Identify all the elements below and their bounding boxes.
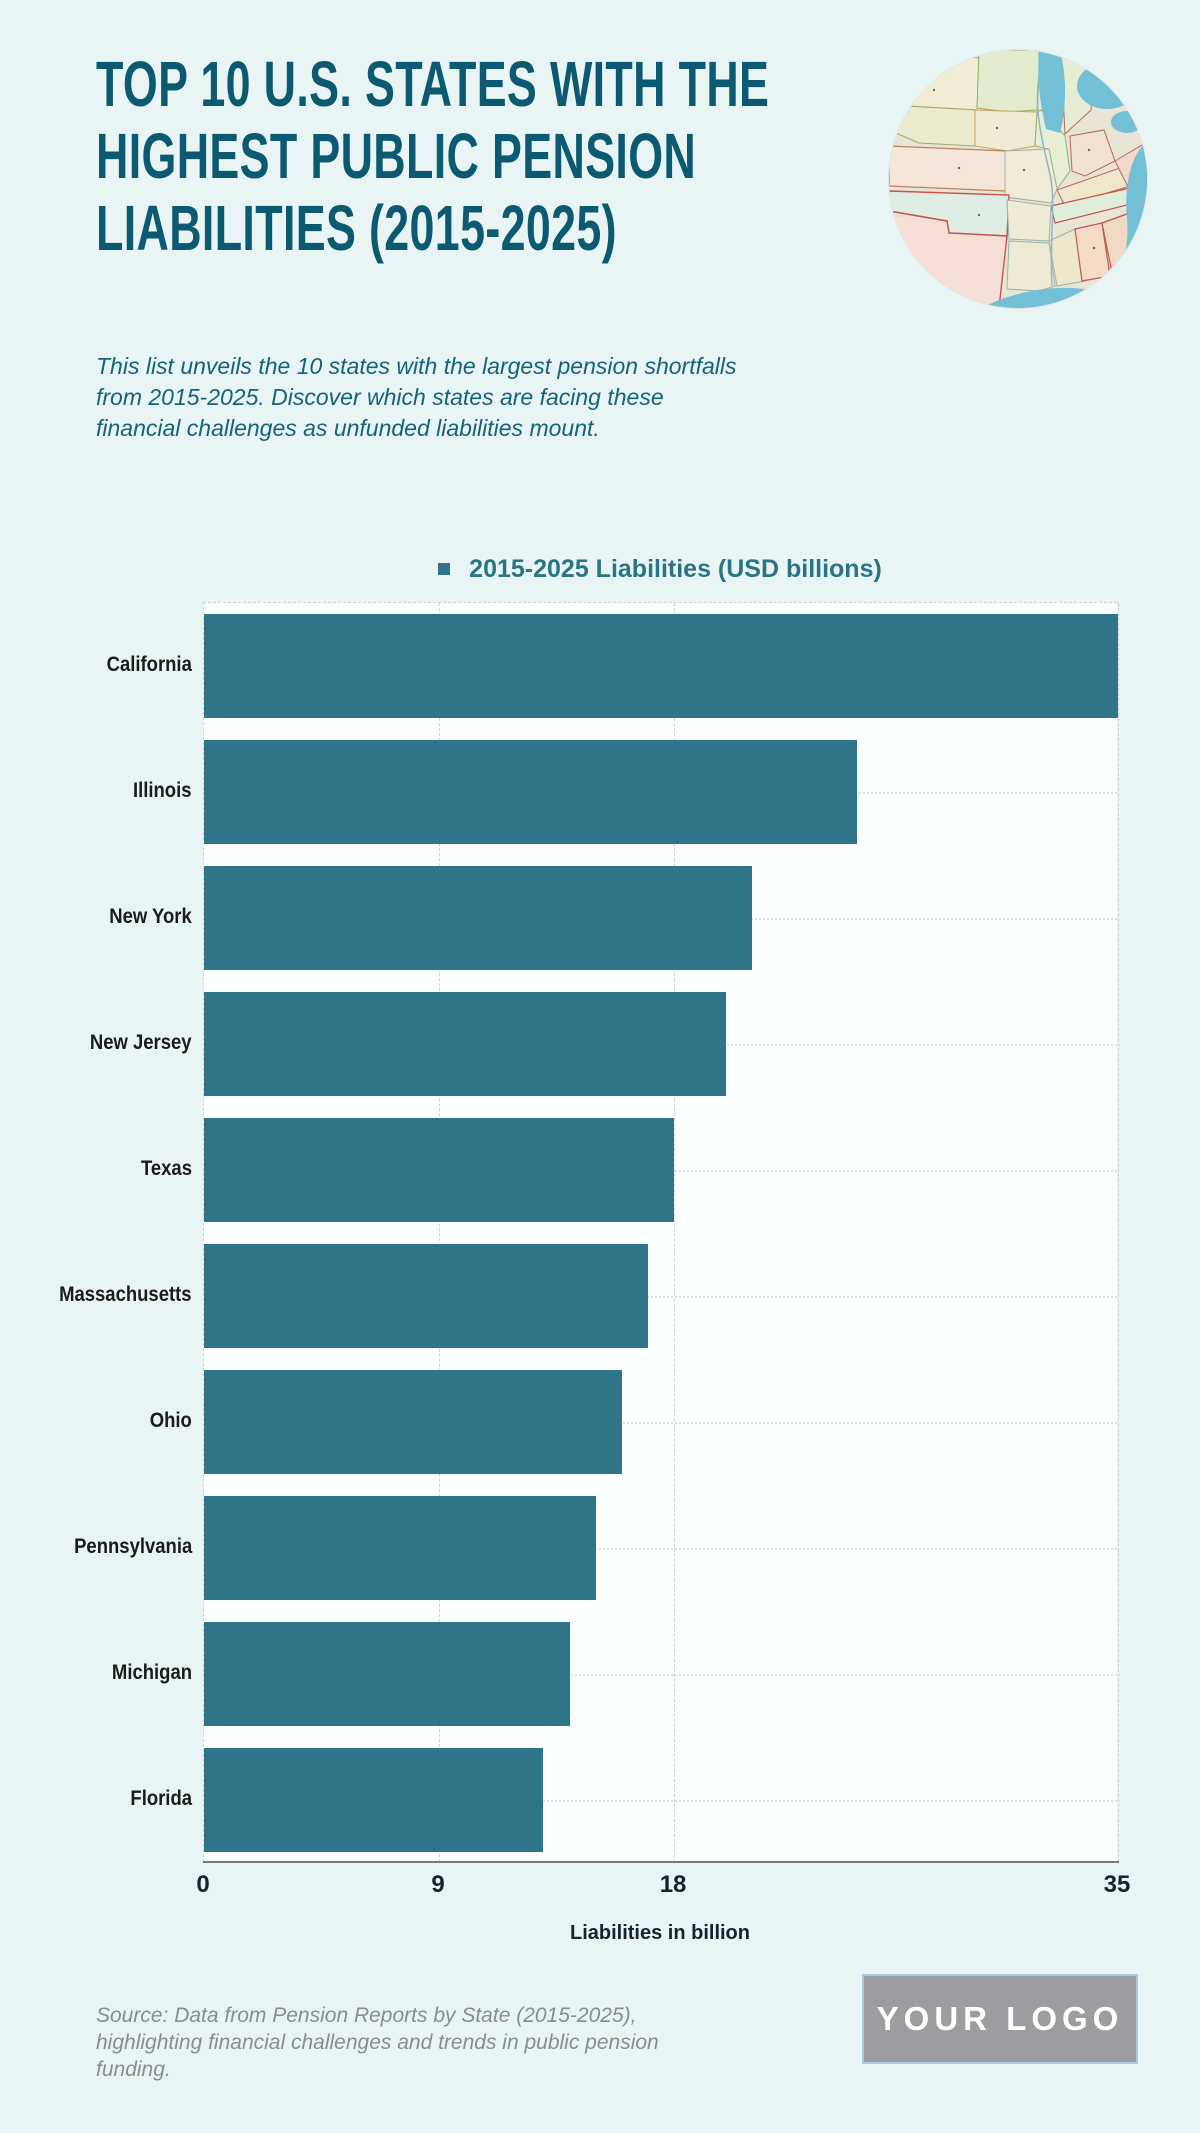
category-label: Ohio [0, 1358, 192, 1484]
category-label: Massachusetts [0, 1232, 192, 1358]
page-subtitle: This list unveils the 10 states with the… [96, 353, 737, 441]
category-label: Illinois [0, 728, 192, 854]
category-label: New York [0, 854, 192, 980]
bar-florida [204, 1748, 544, 1852]
category-label-text: California [106, 653, 192, 676]
gridline-horizontal [204, 1548, 1117, 1550]
vintage-us-map-image [889, 50, 1147, 308]
logo-placeholder: YOUR LOGO [862, 1974, 1138, 2064]
category-label: Pennsylvania [0, 1484, 192, 1610]
gridline-vertical [674, 603, 676, 1862]
category-label-text: Illinois [133, 779, 192, 802]
legend-swatch-icon [438, 563, 451, 575]
logo-text: YOUR LOGO [876, 2000, 1124, 2037]
bar-new-york [204, 866, 753, 970]
gridline-vertical [439, 603, 441, 1862]
category-label: New Jersey [0, 980, 192, 1106]
chart-legend: 2015-2025 Liabilities (USD billions) [203, 551, 1117, 587]
gridline-horizontal [204, 1800, 1117, 1802]
x-tick-label: 0 [196, 1871, 210, 1898]
plot-area [203, 602, 1119, 1862]
category-label-text: Massachusetts [59, 1283, 192, 1306]
category-label-text: Texas [140, 1157, 192, 1180]
source-note: Source: Data from Pension Reports by Sta… [96, 2004, 659, 2081]
x-tick-label: 9 [431, 1871, 445, 1898]
category-label-text: New Jersey [90, 1031, 192, 1054]
category-label: Florida [0, 1736, 192, 1862]
category-label: California [0, 602, 192, 728]
category-label-text: Michigan [111, 1661, 192, 1684]
legend-label: 2015-2025 Liabilities (USD billions) [469, 554, 882, 583]
category-label: Texas [0, 1106, 192, 1232]
gridline-horizontal [204, 1422, 1117, 1424]
category-label-text: Ohio [149, 1409, 192, 1432]
bar-michigan [204, 1622, 570, 1726]
bar-california [204, 614, 1118, 718]
bar-texas [204, 1118, 675, 1222]
bar-illinois [204, 740, 857, 844]
category-label: Michigan [0, 1610, 192, 1736]
gridline-vertical [1118, 603, 1119, 1862]
x-axis-line [203, 1861, 1119, 1863]
gridline-horizontal [204, 1674, 1117, 1676]
category-label-text: Florida [130, 1787, 192, 1810]
page-title: TOP 10 U.S. STATES WITH THE HIGHEST PUBL… [96, 48, 770, 264]
bar-new-jersey [204, 992, 727, 1096]
x-tick-label: 18 [659, 1871, 687, 1898]
bar-massachusetts [204, 1244, 648, 1348]
x-axis-title: Liabilities in billion [569, 1922, 750, 1944]
category-axis: California Illinois New York New Jersey Texa… [0, 602, 192, 1862]
bar-ohio [204, 1370, 622, 1474]
category-label-text: Pennsylvania [73, 1535, 192, 1558]
x-tick-label: 35 [1103, 1871, 1131, 1898]
bar-pennsylvania [204, 1496, 596, 1600]
vintage-us-map-graphic [889, 50, 1147, 308]
category-label-text: New York [109, 905, 192, 928]
gridline-horizontal [204, 1296, 1117, 1298]
